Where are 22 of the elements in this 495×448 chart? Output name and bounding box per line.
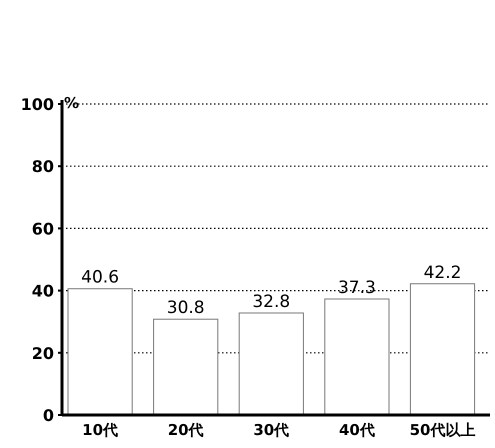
y-tick-label: 60: [32, 219, 54, 238]
bar: [153, 318, 218, 416]
x-tick-label: 20代: [168, 421, 204, 439]
y-tick-label: 0: [42, 406, 54, 425]
x-tick-label: 30代: [253, 421, 290, 439]
data-label: 42.2: [424, 262, 462, 283]
bar: [68, 288, 133, 416]
bar: [238, 312, 304, 416]
x-tick-label: 10代: [82, 421, 118, 439]
data-label: 37.3: [338, 278, 376, 298]
x-tick-label: 50代以上: [410, 421, 476, 439]
x-tick-label: 40代: [338, 421, 375, 439]
bar: [324, 298, 390, 416]
data-label: 30.8: [166, 298, 205, 318]
y-tick-label: 80: [32, 157, 54, 176]
y-tick-label: 20: [32, 344, 54, 363]
bar: [410, 283, 476, 416]
data-label: 40.6: [81, 268, 120, 288]
y-axis-title: %: [64, 94, 80, 112]
y-tick-label: 100: [20, 95, 54, 114]
data-label: 32.8: [252, 292, 290, 312]
y-tick-label: 40: [32, 282, 54, 301]
